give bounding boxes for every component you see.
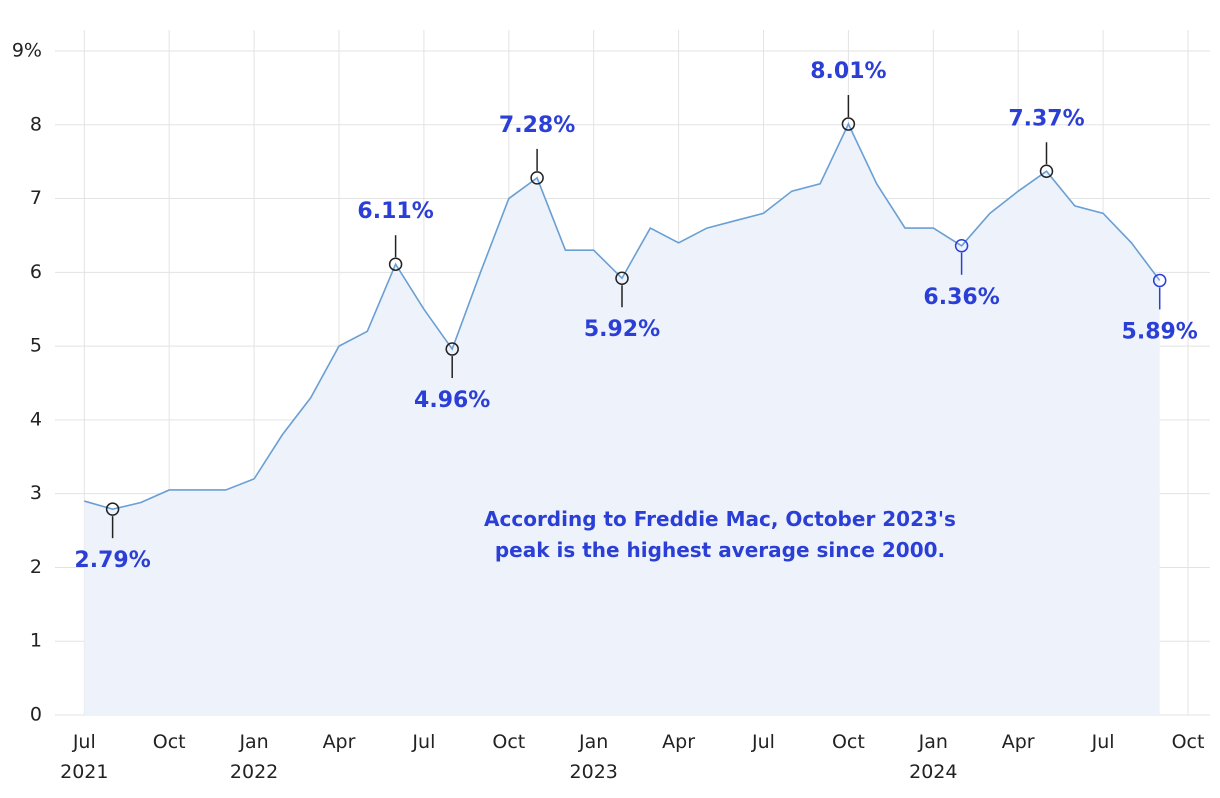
annotation-label: 5.89% [1122, 319, 1198, 344]
x-tick-label-line: Jan [238, 731, 268, 753]
y-tick-label: 3 [30, 482, 42, 504]
annotation-marker [105, 502, 120, 516]
annotation-marker [445, 342, 459, 356]
annotation-marker [841, 117, 856, 131]
area [84, 124, 1160, 716]
x-tick-label-line: 2021 [60, 761, 108, 783]
x-tick-label-line: Oct [1172, 731, 1205, 753]
x-tick-label-line: Jul [751, 731, 775, 753]
x-tick-label-line: Jan [918, 731, 948, 753]
x-tick-label: Jul 2021 [60, 731, 108, 783]
x-tick-label: Oct [1172, 731, 1205, 753]
x-tick-label: Jul [1091, 731, 1115, 753]
annotation-marker [615, 271, 629, 285]
x-tick-label-line: Oct [153, 731, 186, 753]
x-tick-label-line: Jan [578, 731, 608, 753]
annotation-label: 6.36% [923, 285, 999, 310]
annotation-marker [388, 257, 403, 271]
x-tick-label-line: Apr [662, 731, 695, 753]
x-tick-label: Apr [1002, 731, 1035, 753]
x-tick-label: Oct [832, 731, 865, 753]
y-tick-label: 9% [12, 40, 42, 62]
x-tick-label-line: 2022 [230, 761, 278, 783]
x-tick-label-line: Jul [72, 731, 96, 753]
x-tick-label: Oct [492, 731, 525, 753]
annotation-label: 5.92% [584, 317, 660, 342]
y-tick-label: 0 [30, 704, 42, 726]
line [84, 122, 1161, 510]
annotation-label: 4.96% [414, 388, 490, 413]
x-tick-label-line: Oct [492, 731, 525, 753]
y-tick-label: 2 [30, 556, 42, 578]
annotation-marker [1152, 273, 1167, 288]
x-tick-label: Jan 2023 [570, 731, 618, 783]
x-tick-label: Jul [411, 731, 435, 753]
y-tick-label: 6 [30, 261, 42, 283]
annotation-label: 8.01% [810, 59, 886, 84]
annotation-label: 6.11% [357, 199, 433, 224]
x-tick-label-line: Oct [832, 731, 865, 753]
annotation-label: 7.37% [1008, 106, 1084, 131]
x-tick-label-line: Jul [411, 731, 435, 753]
x-tick-label: Jan 2022 [230, 731, 278, 783]
x-tick-label-line: Apr [1002, 731, 1035, 753]
x-tick-label: Apr [662, 731, 695, 753]
y-tick-label: 5 [30, 335, 42, 357]
x-tick-label-line: 2023 [570, 761, 618, 783]
annotation-marker [954, 239, 969, 253]
chart-note: According to Freddie Mac, October 2023's… [484, 507, 956, 562]
y-tick-label: 1 [30, 630, 42, 652]
annotation-label: 7.28% [499, 113, 575, 138]
x-tick-label: Apr [323, 731, 356, 753]
x-tick-label-line: Jul [1091, 731, 1115, 753]
x-tick-label-line: 2024 [909, 761, 957, 783]
y-tick-label: 4 [30, 408, 42, 430]
annotation-marker [530, 171, 544, 185]
annotation-marker [1039, 164, 1054, 179]
x-tick-label: Jan 2024 [909, 731, 957, 783]
y-tick-label: 8 [30, 113, 42, 135]
x-tick-label-line: Apr [323, 731, 356, 753]
x-tick-label: Oct [153, 731, 186, 753]
x-tick-label: Jul [751, 731, 775, 753]
annotation-label: 2.79% [74, 548, 150, 573]
y-tick-label: 7 [30, 187, 42, 209]
